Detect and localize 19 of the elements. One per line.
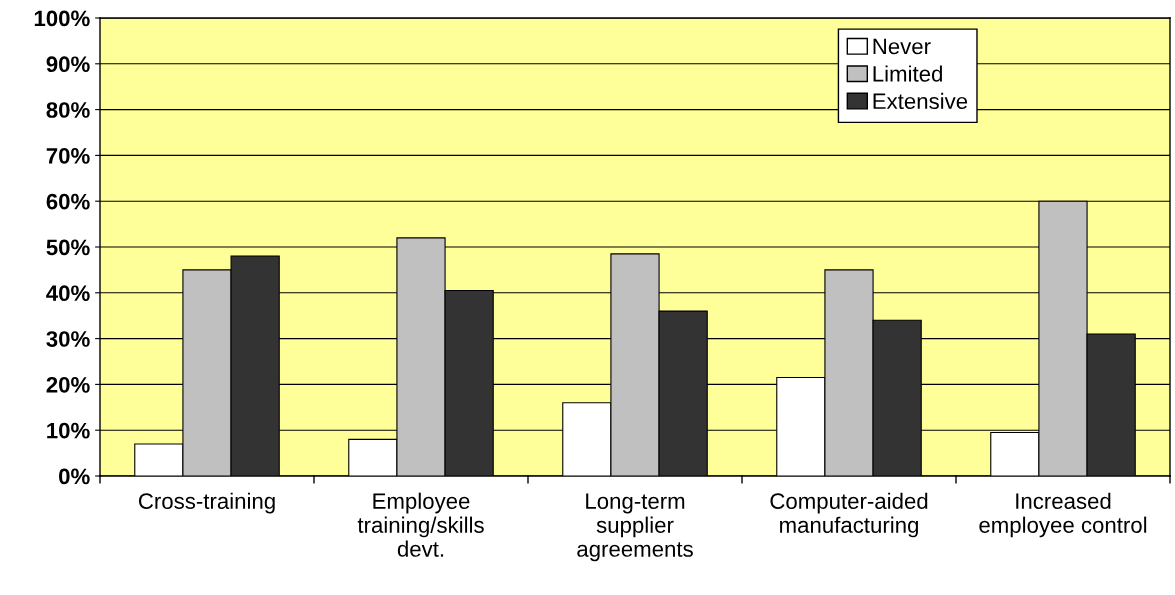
- y-tick-label: 30%: [46, 331, 90, 347]
- y-tick-label: 70%: [46, 147, 90, 164]
- legend-label: Extensive: [873, 92, 968, 110]
- y-tick-label: 20%: [46, 376, 90, 393]
- y-tick-label: 90%: [46, 56, 90, 73]
- legend-label: Never: [873, 38, 931, 55]
- x-tick-label: Long-term supplier agreements: [577, 493, 693, 562]
- x-tick-label: Cross-training: [138, 492, 275, 514]
- x-tick-label: Employee training/skills devt.: [357, 492, 484, 557]
- y-tick-label: 40%: [46, 285, 90, 302]
- y-tick-label: 0%: [59, 468, 90, 485]
- x-tick-label: Computer-aided manufacturing: [770, 492, 928, 538]
- y-tick-label: 60%: [46, 193, 90, 210]
- legend-label: Limited: [873, 65, 942, 82]
- y-tick-label: 80%: [46, 102, 90, 118]
- y-tick-label: 100%: [34, 10, 90, 27]
- y-tick-label: 10%: [47, 422, 90, 439]
- y-tick-label: 50%: [46, 239, 90, 256]
- x-tick-label: Increased employee control: [979, 492, 1147, 538]
